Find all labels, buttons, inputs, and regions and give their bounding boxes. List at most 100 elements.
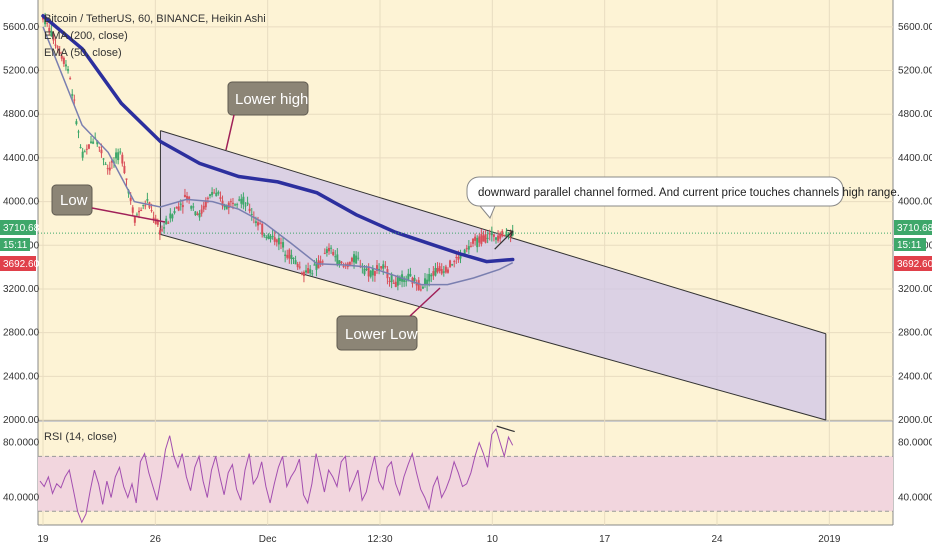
y-tick-label-left: 4000.00 [3,197,40,208]
legend-symbol: Bitcoin / TetherUS, 60, BINANCE, Heikin … [44,13,266,25]
candle-body [284,254,287,256]
candle-body [257,222,260,226]
candle-body [357,257,360,259]
x-tick-label: 12:30 [367,534,392,545]
right-countdown-label: 15:11 [897,240,922,251]
candle-body [499,233,502,239]
candle-body [446,269,449,273]
y-tick-label-left: 2000.00 [3,415,40,426]
candle-body [108,167,111,171]
ema50-line [42,26,514,286]
legend-ema50: EMA (50, close) [44,47,122,59]
candle-body [60,55,63,59]
candle-body [311,273,314,275]
candle-body [369,270,372,277]
x-tick-label: Dec [259,534,277,545]
candle-body [196,213,199,215]
right-price-label: 3710.68 [897,223,932,234]
candle-body [486,237,489,239]
channel-fill [160,130,826,420]
callout-lower-low[interactable]: Lower Low [336,287,441,351]
callout-lower-high[interactable]: Lower high [225,81,309,151]
rsi-series[interactable] [38,425,893,524]
candle-body [123,165,126,174]
candle-body [100,149,103,154]
candle-body [144,205,147,207]
rsi-tick-label-right: 80.0000 [898,438,932,449]
candle-body [81,151,84,158]
candle-body [350,257,353,262]
rsi-tick-label-right: 40.0000 [898,493,932,504]
candle-body [309,269,312,274]
candle-body [273,237,276,242]
candle-body [296,263,299,268]
candle-body [503,234,506,236]
callout-low-pointer [91,207,166,223]
candle-body [133,216,136,223]
candle-body [204,200,207,208]
candle-body [217,191,220,194]
candle-body [165,218,168,225]
candle-body [334,256,337,258]
candle-body [497,235,500,241]
ema-lines[interactable] [41,14,515,286]
price-arrow-line [494,230,514,250]
candle-body [181,205,184,208]
candle-body [115,152,118,159]
callout-lower-high-text: Lower high [235,91,308,108]
candle-body [336,254,339,266]
y-tick-label-right: 2800.00 [898,328,932,339]
candle-body [286,254,289,258]
candle-body [142,204,145,206]
candle-body [398,276,401,282]
y-tick-label-left: 5200.00 [3,66,40,77]
candle-body [290,254,293,260]
price-lines [38,229,893,250]
y-tick-label-left: 2800.00 [3,328,40,339]
candle-body [365,268,368,270]
candle-body [254,221,257,223]
candle-body [438,266,441,272]
candle-body [302,271,305,277]
candle-body [457,256,460,260]
rsi-arrow-line [496,425,515,433]
left-second-label: 3692.60 [3,259,40,270]
candle-body [467,246,470,250]
callout-note-box [466,176,844,207]
candle-body [231,202,234,204]
y-tick-label-right: 5200.00 [898,66,932,77]
candle-body [138,210,141,213]
candle-body [73,99,76,101]
candle-body [371,268,374,276]
candle-body [244,205,247,207]
y-tick-label-left: 2400.00 [3,371,40,382]
candle-body [263,234,266,237]
candle-body [56,46,59,48]
callout-note[interactable]: downward parallel channel formed. And cu… [466,176,900,219]
candle-body [440,269,443,274]
candle-body [305,270,308,273]
candle-body [219,197,222,199]
candle-body [156,220,159,225]
candle-body [492,234,495,237]
callout-lower-low-pointer [409,287,441,317]
callout-low-text: Low [60,192,88,209]
parallel-channel[interactable] [159,130,827,421]
candle-body [455,256,458,258]
callout-low[interactable]: Low [51,184,166,223]
candle-body [434,267,437,276]
legend-ema200: EMA (200, close) [44,30,128,42]
candle-body [50,30,53,37]
candle-body [478,236,481,243]
candle-body [353,254,356,263]
candle-body [307,268,310,274]
candle-body [424,278,427,285]
candle-series[interactable] [42,12,514,292]
candle-body [405,280,408,282]
candle-body [129,198,132,201]
candle-body [315,262,318,270]
candle-body [271,235,274,238]
candle-body [125,178,128,180]
candle-body [211,192,214,196]
